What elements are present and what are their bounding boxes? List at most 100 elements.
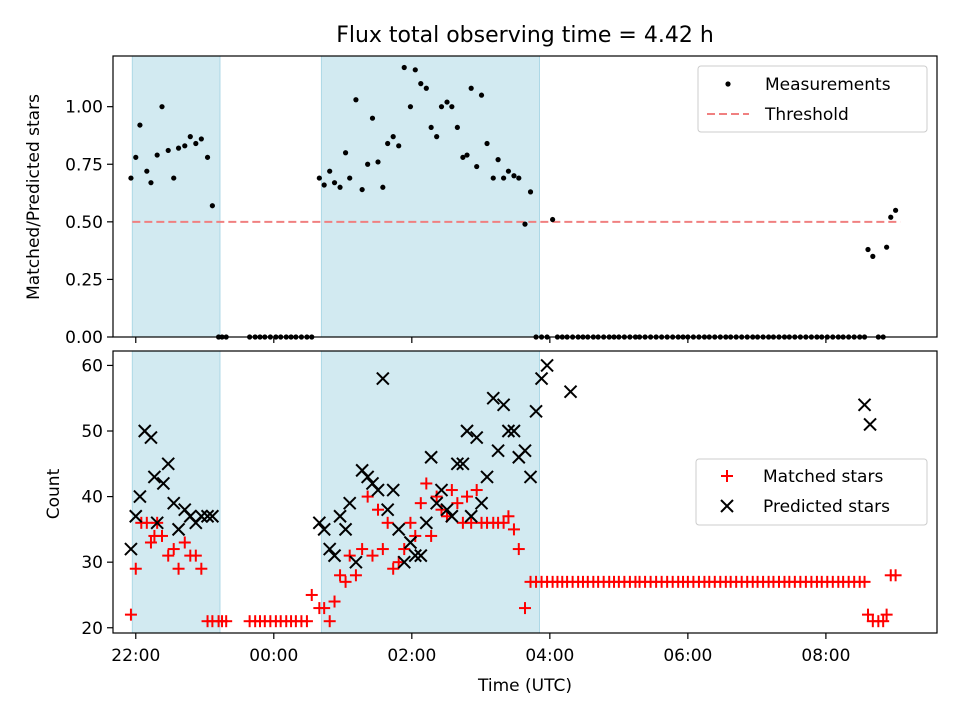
matched-star-marker [366, 549, 379, 562]
predicted-marker-b [194, 509, 209, 523]
bottom-matched-points [124, 477, 902, 628]
matched-star-marker [220, 615, 233, 628]
predicted-star-marker [205, 509, 220, 523]
predicted-marker-b [133, 489, 147, 504]
measurement-point [347, 175, 353, 181]
x-tick-label: 00:00 [249, 646, 298, 666]
predicted-star-marker [129, 509, 143, 523]
predicted-marker-b [376, 371, 390, 386]
matched-star-marker [430, 490, 443, 503]
predicted-marker-b [518, 443, 532, 458]
matched-star-marker [323, 615, 336, 628]
predicted-marker-b [205, 509, 220, 523]
measurement-point [478, 92, 485, 98]
predicted-marker-b [392, 522, 406, 537]
predicted-marker-b [397, 555, 411, 569]
measurement-point [390, 134, 396, 140]
bottom-axes-frame [112, 350, 938, 634]
predicted-star-marker [194, 509, 209, 523]
predicted-marker-b [464, 509, 478, 523]
predicted-star-marker [857, 398, 872, 412]
legend-label-matched: Matched stars [763, 467, 883, 487]
measurement-point [159, 104, 165, 110]
predicted-star-marker [408, 548, 422, 563]
matched-star-marker [507, 523, 520, 536]
predicted-star-marker [434, 483, 449, 497]
y-tick-label: 0.00 [65, 328, 103, 348]
matched-star-marker [305, 588, 318, 601]
measurement-point [133, 154, 139, 160]
predicted-marker-b [161, 457, 175, 471]
predicted-marker-b [857, 398, 872, 412]
matched-star-marker [861, 608, 874, 621]
top-y-ticks: 0.00 0.25 0.50 0.75 1.00 [65, 98, 113, 348]
measurement-point [501, 175, 507, 181]
top-legend-box [697, 65, 928, 133]
predicted-star-marker [380, 502, 395, 517]
bottom-predicted-points [124, 358, 877, 569]
measurement-point [870, 253, 876, 259]
measurement-point [154, 152, 160, 158]
predicted-marker-b [450, 457, 465, 471]
predicted-marker-b [150, 516, 164, 530]
matched-star-marker [162, 549, 175, 562]
matched-star-marker [409, 529, 422, 542]
predicted-marker-b [419, 516, 434, 530]
predicted-marker-b [178, 502, 192, 517]
predicted-marker-b [147, 470, 162, 484]
predicted-marker-b [563, 384, 578, 399]
predicted-marker-b [183, 509, 198, 523]
predicted-star-marker [540, 358, 554, 373]
legend-marker-predicted [720, 499, 734, 513]
measurement-point [321, 182, 327, 188]
measurement-point [148, 180, 154, 186]
measurement-point [171, 175, 177, 181]
measurement-point [505, 168, 512, 174]
matched-star-marker [155, 529, 168, 542]
x-axis-label: Time (UTC) [477, 676, 572, 696]
predicted-marker-b [863, 417, 877, 432]
measurement-point [401, 64, 407, 71]
measurement-point [511, 173, 517, 179]
measurement-point [522, 221, 528, 227]
predicted-marker-b [317, 522, 331, 537]
measurement-point [137, 122, 143, 128]
measurement-point [385, 140, 391, 147]
measurement-point [144, 168, 150, 174]
matched-star-marker [361, 490, 374, 503]
predicted-marker-b [349, 555, 363, 569]
measurement-point [331, 180, 338, 186]
matched-star-marker [356, 543, 369, 556]
x-tick-label: 06:00 [663, 646, 712, 666]
measurement-point [187, 134, 193, 140]
matched-star-marker [519, 602, 531, 615]
predicted-marker-b [486, 391, 500, 405]
predicted-star-marker [150, 516, 164, 530]
y-tick-label: 50 [81, 422, 103, 442]
matched-star-marker [144, 536, 157, 549]
predicted-star-marker [124, 542, 138, 556]
matched-star-marker [512, 543, 525, 556]
predicted-star-marker [523, 470, 538, 484]
predicted-star-marker [469, 430, 484, 445]
predicted-marker-b [200, 509, 215, 523]
predicted-star-marker [507, 424, 521, 438]
predicted-star-marker [343, 496, 357, 510]
measurement-point [396, 143, 402, 149]
y-tick-label: 20 [81, 619, 103, 639]
measurement-point [359, 186, 365, 193]
predicted-marker-b [491, 443, 505, 458]
predicted-star-marker [563, 384, 578, 399]
measurement-point [412, 67, 418, 73]
highlight-span-1 [320, 55, 540, 338]
predicted-star-marker [414, 548, 428, 563]
matched-star-marker [858, 575, 871, 588]
y-tick-label: 30 [81, 553, 103, 573]
measurement-point [407, 104, 414, 110]
measurement-point [484, 140, 490, 147]
predicted-marker-b [534, 371, 549, 386]
y-tick-label: 60 [81, 356, 103, 376]
predicted-marker-b [360, 470, 375, 484]
matched-star-marker [435, 503, 448, 516]
